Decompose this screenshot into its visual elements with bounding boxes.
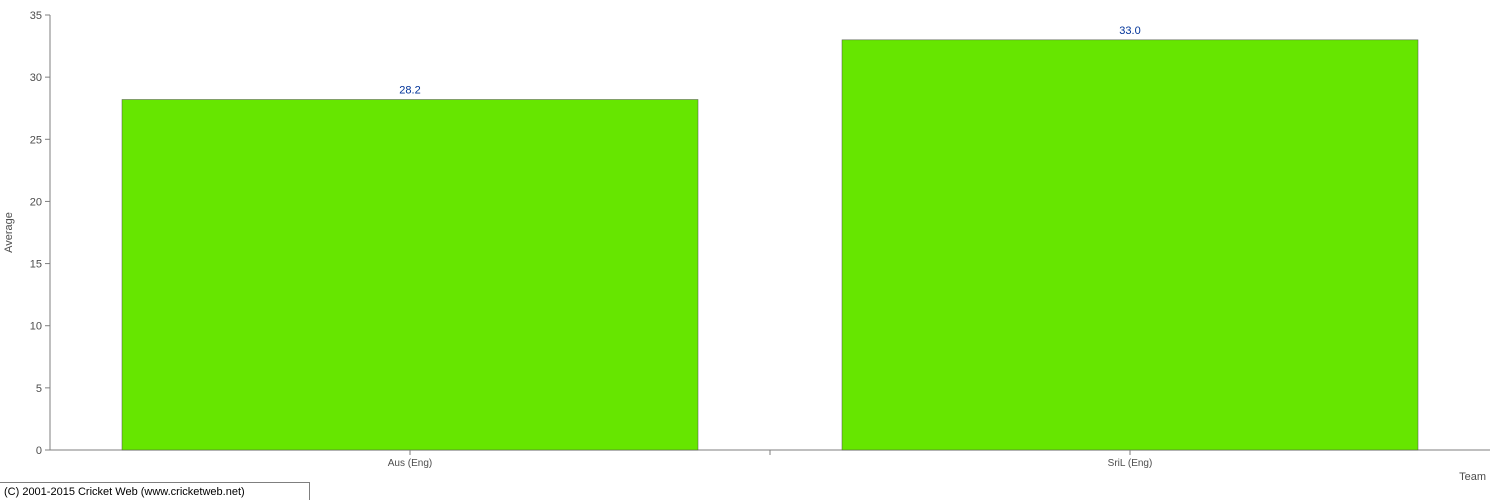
y-tick-label: 20 [30, 196, 42, 208]
bar [122, 100, 698, 450]
y-tick-label: 30 [30, 72, 42, 84]
bar-value-label: 28.2 [399, 85, 420, 97]
x-tick-label: Aus (Eng) [388, 458, 432, 469]
x-tick-label: SriL (Eng) [1108, 458, 1153, 469]
y-tick-label: 5 [36, 383, 42, 395]
copyright-text: (C) 2001-2015 Cricket Web (www.cricketwe… [4, 486, 245, 498]
y-tick-label: 0 [36, 445, 42, 457]
bar-value-label: 33.0 [1119, 25, 1140, 37]
chart-svg: 0 5 10 15 20 25 30 35 Average 28.2 Aus (Eng) 33.0 Sr… [0, 0, 1500, 500]
bar [842, 40, 1418, 450]
y-tick-label: 15 [30, 259, 42, 271]
y-tick-label: 10 [30, 321, 42, 333]
y-tick-label: 25 [30, 134, 42, 146]
y-axis-label: Average [3, 212, 15, 253]
x-axis-label: Team [1459, 471, 1486, 483]
y-tick-label: 35 [30, 10, 42, 22]
bar-chart: 0 5 10 15 20 25 30 35 Average 28.2 Aus (Eng) 33.0 Sr… [0, 0, 1500, 500]
